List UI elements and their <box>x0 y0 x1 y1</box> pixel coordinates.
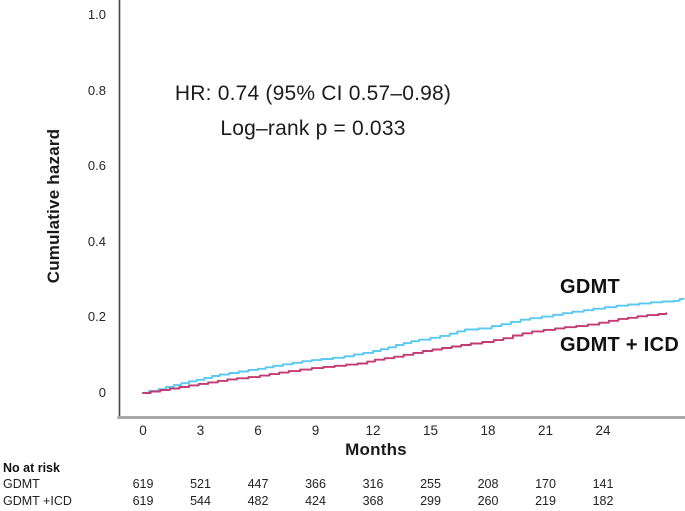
risk-value: 316 <box>362 477 384 491</box>
risk-value: 424 <box>305 494 326 508</box>
risk-value: 619 <box>132 494 154 508</box>
x-tick-label-3: 3 <box>196 423 205 438</box>
curve-label-gdmt: GDMT <box>560 276 621 298</box>
y-tick-label-1: 1.0 <box>87 7 106 22</box>
risk-value: 255 <box>420 477 441 491</box>
curve-gdmt <box>142 297 685 394</box>
x-tick-label-6: 6 <box>254 423 262 438</box>
x-tick-label-18: 18 <box>480 423 496 438</box>
risk-row-label-gdmt: GDMT <box>3 477 40 491</box>
risk-value: 544 <box>190 494 211 508</box>
logrank-p-text: Log–rank p = 0.033 <box>220 117 406 140</box>
x-tick-label-0: 0 <box>139 423 147 438</box>
curve-gdmt-icd <box>142 312 668 394</box>
x-tick-label-12: 12 <box>365 423 381 438</box>
x-axis-title: Months <box>345 440 407 459</box>
x-tick-label-15: 15 <box>422 423 439 438</box>
y-tick-label-0: 0 <box>98 385 106 400</box>
risk-value: 619 <box>132 477 154 491</box>
curve-label-gdmt-icd: GDMT + ICD <box>560 334 680 356</box>
risk-value: 208 <box>477 477 499 491</box>
risk-value: 447 <box>247 477 269 491</box>
x-tick-label-9: 9 <box>311 423 320 438</box>
risk-value: 182 <box>592 494 614 508</box>
x-tick-label-21: 21 <box>537 423 554 438</box>
risk-value: 521 <box>190 477 211 491</box>
risk-row-label-gdmt-icd: GDMT +ICD <box>3 494 72 508</box>
y-axis-title: Cumulative hazard <box>44 128 63 284</box>
risk-value: 170 <box>535 477 556 491</box>
stats-annotation: HR: 0.74 (95% CI 0.57–0.98) Log–rank p =… <box>138 76 488 146</box>
risk-value: 260 <box>477 494 499 508</box>
y-tick-label-0.8: 0.8 <box>87 82 106 98</box>
y-tick-label-0.2: 0.2 <box>87 309 106 325</box>
risk-value: 141 <box>592 477 614 491</box>
risk-value: 368 <box>362 494 384 508</box>
hazard-ratio-text: HR: 0.74 (95% CI 0.57–0.98) <box>174 82 452 105</box>
axes-layer <box>117 0 685 419</box>
risk-value: 299 <box>420 494 441 508</box>
risk-value: 366 <box>305 477 326 491</box>
x-tick-label-24: 24 <box>595 423 611 438</box>
survival-curves-layer <box>142 297 685 394</box>
y-tick-label-0.4: 0.4 <box>87 233 106 249</box>
y-tick-label-0.6: 0.6 <box>87 158 106 174</box>
risk-value: 219 <box>535 494 556 508</box>
risk-table-header: No at risk <box>3 461 60 475</box>
risk-value: 482 <box>247 494 269 508</box>
